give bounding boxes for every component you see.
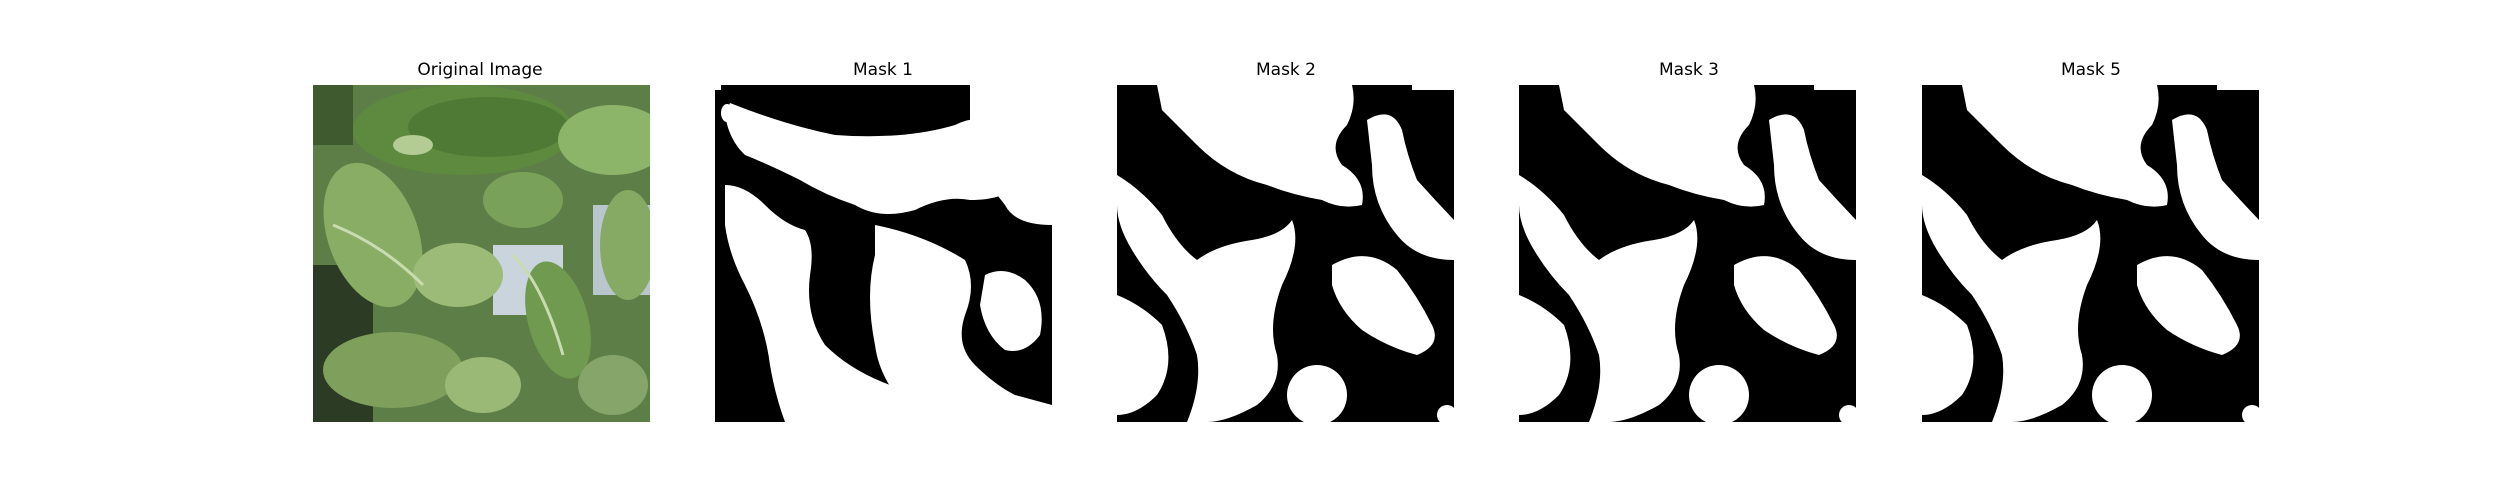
mask-3-panel: [1519, 85, 1856, 422]
mask-5-title: Mask 5: [2060, 60, 2121, 80]
mask-1-image: [715, 85, 1052, 422]
original-image-panel: [313, 85, 650, 422]
mask-2-image: [1117, 85, 1454, 422]
original-image-title: Original Image: [417, 60, 543, 80]
mask-2-title: Mask 2: [1255, 60, 1316, 80]
mask-3-title: Mask 3: [1658, 60, 1719, 80]
mask-5-panel: [1922, 85, 2259, 422]
mask-1-title: Mask 1: [852, 60, 913, 80]
mask-5-image: [1922, 85, 2259, 422]
leaf-photo: [313, 85, 650, 422]
mask-3-image: [1519, 85, 1856, 422]
mask-1-panel: [715, 85, 1052, 422]
mask-2-panel: [1117, 85, 1454, 422]
